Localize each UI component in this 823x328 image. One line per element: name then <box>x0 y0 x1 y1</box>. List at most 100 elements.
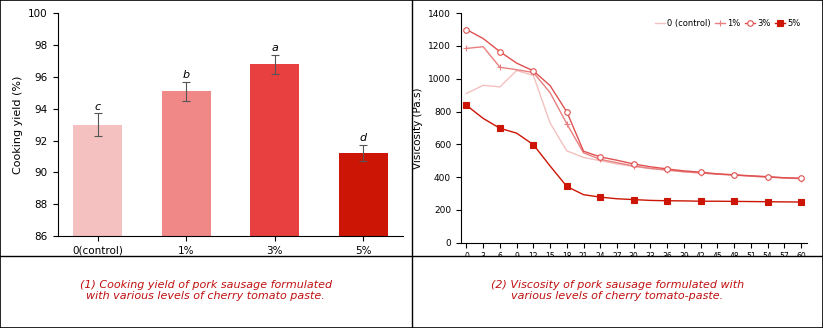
1% <box>645 166 655 171</box>
5% <box>462 103 472 107</box>
3% <box>612 158 622 162</box>
Y-axis label: Visicosity (Pa.s): Visicosity (Pa.s) <box>412 87 422 169</box>
Bar <box>162 91 211 328</box>
Text: (2) Viscosity of pork sausage formulated with
various levels of cherry tomato-pa: (2) Viscosity of pork sausage formulated… <box>491 280 744 301</box>
3% <box>462 28 472 31</box>
1% <box>462 46 472 50</box>
0 (control) <box>663 168 672 172</box>
3% <box>663 167 672 171</box>
1% <box>695 171 705 175</box>
0 (control) <box>779 176 789 180</box>
Bar <box>73 125 122 328</box>
0 (control) <box>612 162 622 166</box>
1% <box>612 161 622 165</box>
0 (control) <box>679 170 689 174</box>
1% <box>779 176 789 180</box>
3% <box>746 174 756 178</box>
5% <box>679 199 689 203</box>
Bar <box>250 64 299 328</box>
0 (control) <box>629 164 639 168</box>
1% <box>629 164 639 168</box>
3% <box>779 176 789 180</box>
X-axis label: Cherry tomato-paste: Cherry tomato-paste <box>157 261 304 275</box>
Line: 3%: 3% <box>463 27 804 181</box>
1% <box>495 65 504 69</box>
3% <box>695 170 705 174</box>
1% <box>512 68 522 72</box>
3% <box>562 110 572 114</box>
3% <box>763 174 773 178</box>
Y-axis label: Cooking yield (%): Cooking yield (%) <box>12 75 23 174</box>
3% <box>679 169 689 173</box>
Text: b: b <box>183 70 190 80</box>
5% <box>779 200 789 204</box>
5% <box>562 184 572 188</box>
1% <box>545 91 555 94</box>
0 (control) <box>595 159 605 163</box>
5% <box>595 195 605 199</box>
Text: a: a <box>272 43 278 52</box>
Legend: 0 (control), 1%, 3%, 5%: 0 (control), 1%, 3%, 5% <box>653 17 802 30</box>
1% <box>746 174 756 178</box>
1% <box>729 173 739 177</box>
Line: 1%: 1% <box>463 43 804 182</box>
5% <box>629 197 639 201</box>
5% <box>796 200 806 204</box>
0 (control) <box>763 175 773 179</box>
3% <box>478 36 488 40</box>
Bar <box>339 153 388 328</box>
5% <box>713 199 723 203</box>
Text: c: c <box>95 102 100 112</box>
0 (control) <box>695 171 705 175</box>
0 (control) <box>796 176 806 180</box>
1% <box>679 170 689 174</box>
5% <box>645 198 655 202</box>
3% <box>629 162 639 166</box>
3% <box>495 50 504 53</box>
0 (control) <box>495 85 504 89</box>
1% <box>713 172 723 176</box>
0 (control) <box>746 174 756 178</box>
5% <box>612 197 622 201</box>
1% <box>663 168 672 172</box>
5% <box>746 199 756 203</box>
0 (control) <box>512 69 522 72</box>
1% <box>595 157 605 161</box>
Text: d: d <box>360 133 367 143</box>
0 (control) <box>713 172 723 176</box>
0 (control) <box>562 149 572 153</box>
1% <box>796 176 806 180</box>
1% <box>478 45 488 49</box>
3% <box>796 176 806 180</box>
3% <box>528 69 538 73</box>
5% <box>579 193 588 197</box>
5% <box>478 116 488 120</box>
3% <box>713 172 723 176</box>
Line: 5%: 5% <box>463 103 804 205</box>
0 (control) <box>478 83 488 87</box>
Text: (1) Cooking yield of pork sausage formulated
with various levels of cherry tomat: (1) Cooking yield of pork sausage formul… <box>80 280 332 301</box>
1% <box>562 122 572 126</box>
0 (control) <box>729 173 739 177</box>
5% <box>763 200 773 204</box>
1% <box>763 175 773 179</box>
3% <box>595 155 605 159</box>
1% <box>579 151 588 155</box>
0 (control) <box>462 92 472 95</box>
Line: 0 (control): 0 (control) <box>467 71 801 178</box>
3% <box>579 149 588 153</box>
0 (control) <box>645 167 655 171</box>
5% <box>495 126 504 130</box>
5% <box>729 199 739 203</box>
3% <box>512 61 522 65</box>
5% <box>512 131 522 135</box>
0 (control) <box>579 155 588 159</box>
0 (control) <box>528 73 538 77</box>
1% <box>528 71 538 74</box>
5% <box>528 143 538 147</box>
5% <box>695 199 705 203</box>
0 (control) <box>545 121 555 125</box>
5% <box>663 199 672 203</box>
X-axis label: Time (s): Time (s) <box>607 267 661 280</box>
5% <box>545 164 555 168</box>
